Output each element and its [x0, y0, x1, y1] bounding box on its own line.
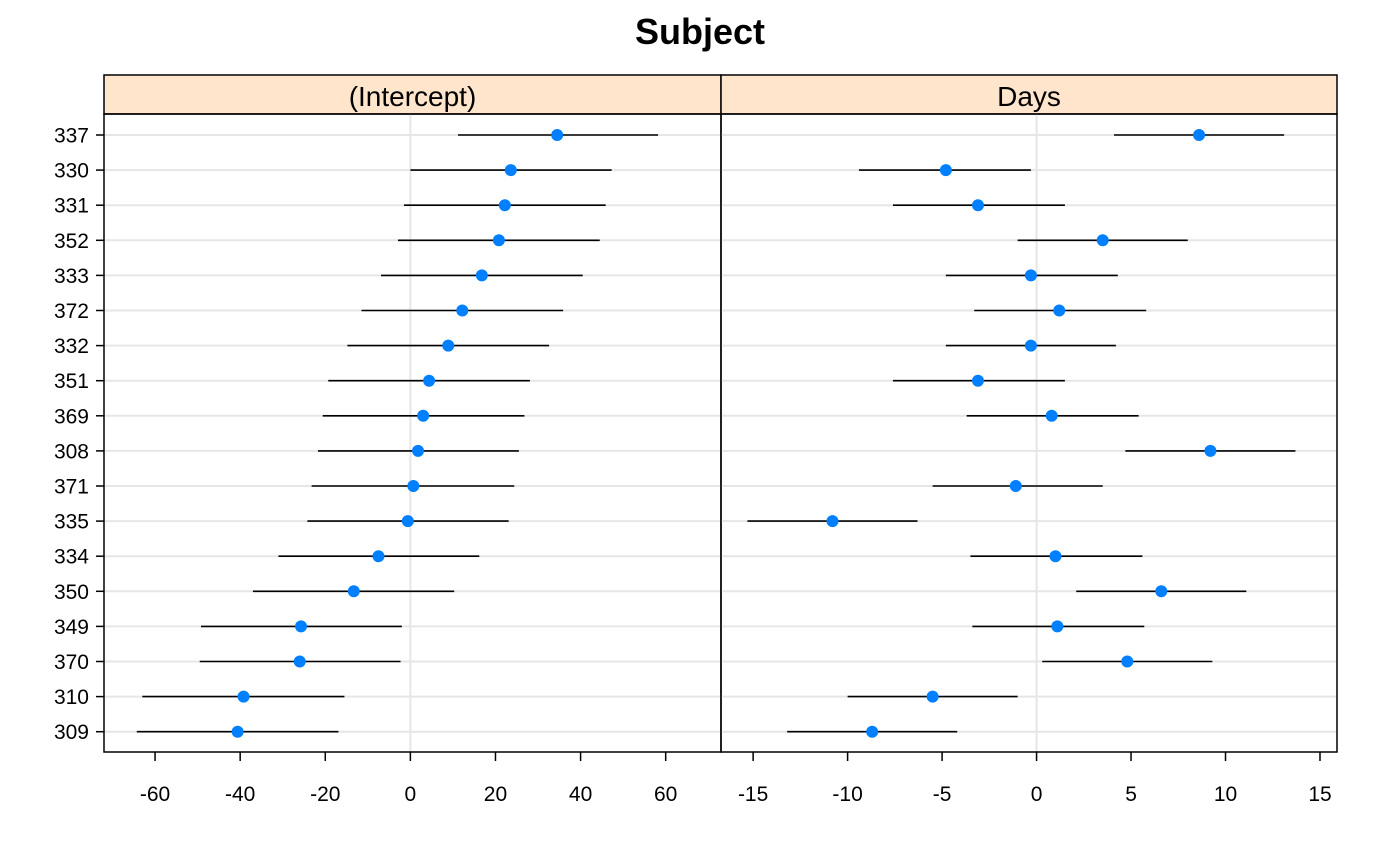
point-372	[1053, 304, 1066, 317]
point-369	[417, 409, 430, 422]
point-335	[826, 515, 839, 528]
category-label: 310	[54, 686, 89, 709]
category-label: 333	[54, 265, 89, 288]
chart-panels: 337 330 331 352 333 372 332 351 369 308 371 335 334 3…	[54, 74, 1338, 806]
point-351	[423, 374, 436, 387]
point-369	[1045, 409, 1058, 422]
point-330	[939, 164, 952, 177]
category-label: 351	[54, 370, 89, 393]
x-tick-label: -10	[832, 783, 862, 806]
category-label: 330	[54, 160, 89, 183]
x-tick-label: 40	[569, 783, 592, 806]
point-310	[237, 690, 250, 703]
point-309	[231, 725, 244, 738]
point-330	[504, 164, 517, 177]
point-331	[971, 199, 984, 212]
x-tick-label: 20	[484, 783, 507, 806]
point-333	[1024, 269, 1037, 282]
point-371	[407, 480, 420, 492]
point-337	[551, 129, 564, 141]
point-350	[1155, 585, 1168, 598]
panel-intercept: (Intercept) -60 -40 -20 0 20 40 60	[103, 74, 722, 806]
x-tick-label: 0	[1031, 783, 1043, 806]
panel-days: Days -15 -10 -5 0 5 10 15	[720, 74, 1338, 806]
point-331	[498, 199, 511, 212]
category-label: 372	[54, 300, 89, 323]
point-350	[347, 585, 360, 598]
category-label: 349	[54, 616, 89, 639]
category-label: 331	[54, 195, 89, 218]
point-349	[295, 620, 308, 633]
point-352	[1096, 234, 1109, 247]
x-tick-label: -15	[738, 783, 768, 806]
category-label: 334	[54, 546, 89, 569]
category-label: 352	[54, 230, 89, 253]
point-308	[1204, 444, 1217, 457]
point-310	[926, 690, 939, 703]
point-371	[1009, 480, 1022, 492]
point-372	[456, 304, 469, 317]
point-351	[971, 374, 984, 387]
strip-label: Days	[997, 81, 1061, 112]
point-308	[412, 444, 425, 457]
category-label: 335	[54, 511, 89, 534]
category-label: 308	[54, 440, 89, 463]
x-tick-label: 10	[1214, 783, 1237, 806]
category-label: 371	[54, 476, 89, 499]
point-309	[866, 725, 879, 738]
point-334	[1049, 550, 1062, 563]
x-tick-label: 5	[1125, 783, 1137, 806]
category-label: 370	[54, 651, 89, 674]
x-tick-label: 60	[654, 783, 677, 806]
category-label: 369	[54, 405, 89, 428]
category-label: 309	[54, 721, 89, 744]
point-333	[475, 269, 488, 282]
x-tick-label: 15	[1308, 783, 1331, 806]
x-tick-label: -20	[310, 783, 340, 806]
point-332	[1024, 339, 1037, 352]
category-label: 337	[54, 125, 89, 148]
x-tick-label: -60	[140, 783, 170, 806]
strip-label: (Intercept)	[349, 81, 477, 112]
x-tick-label: 0	[405, 783, 417, 806]
point-335	[401, 515, 414, 528]
point-349	[1051, 620, 1064, 633]
point-370	[1121, 655, 1134, 668]
category-label: 350	[54, 581, 89, 604]
strip-header	[720, 74, 1338, 115]
point-337	[1193, 129, 1206, 141]
x-tick-label: -40	[225, 783, 255, 806]
chart-title: Subject	[635, 11, 765, 52]
panel-border	[720, 113, 1338, 753]
point-370	[293, 655, 306, 668]
point-352	[492, 234, 505, 247]
panel-border	[103, 113, 722, 753]
x-tick-label: -5	[933, 783, 952, 806]
point-334	[372, 550, 385, 563]
point-332	[442, 339, 455, 352]
category-label: 332	[54, 335, 89, 358]
